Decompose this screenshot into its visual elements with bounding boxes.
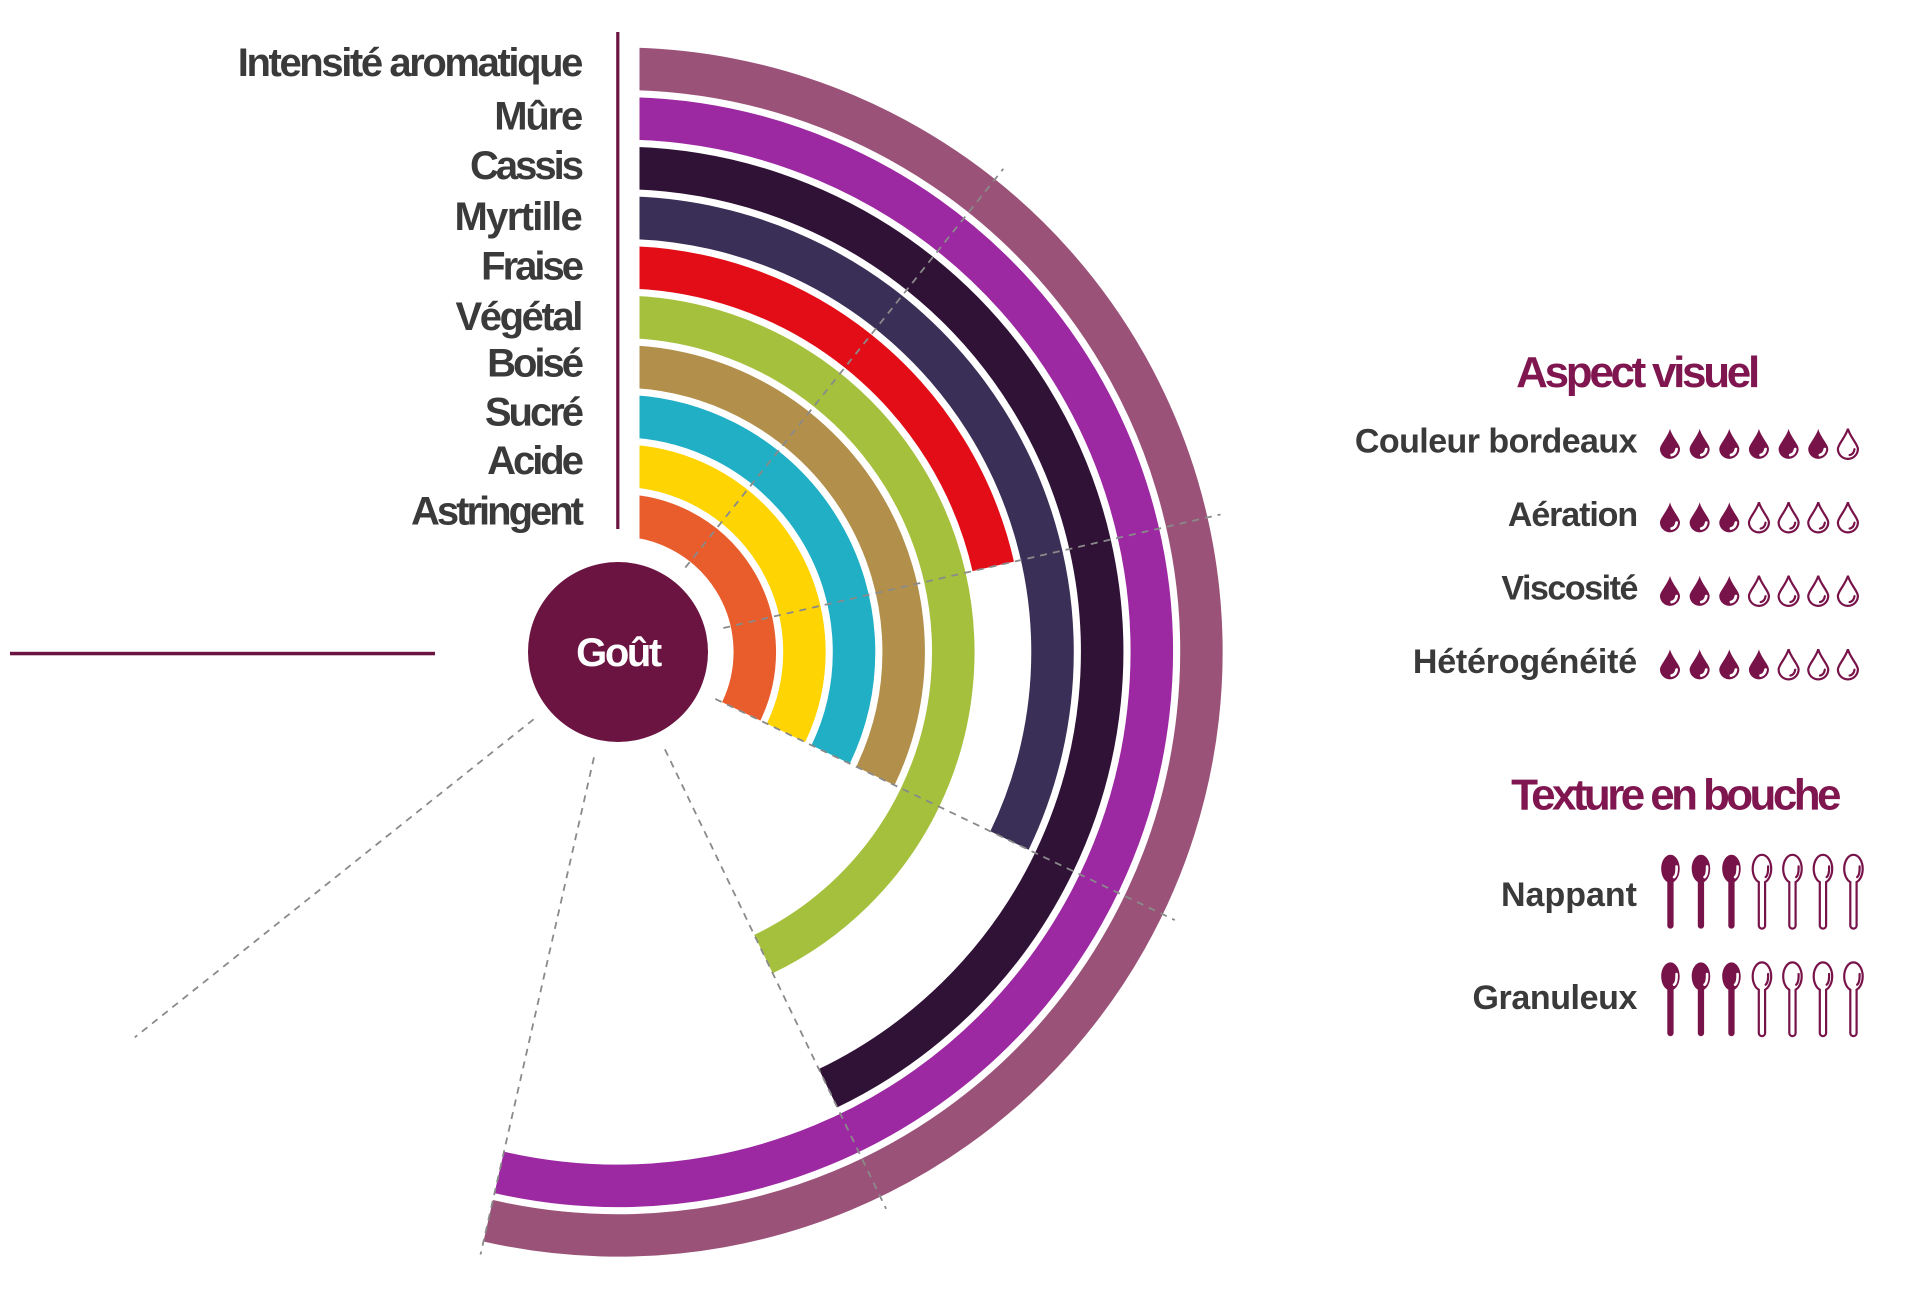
svg-text:Sucré: Sucré (485, 390, 583, 434)
svg-text:Mûre: Mûre (494, 95, 582, 139)
svg-text:Végétal: Végétal (456, 295, 582, 339)
svg-text:Acide: Acide (487, 439, 583, 483)
svg-text:Nappant: Nappant (1501, 876, 1637, 914)
svg-text:Texture en bouche: Texture en bouche (1511, 770, 1840, 819)
svg-text:Granuleux: Granuleux (1472, 979, 1637, 1017)
svg-text:Intensité aromatique: Intensité aromatique (238, 41, 582, 85)
svg-text:Aspect visuel: Aspect visuel (1516, 348, 1758, 397)
svg-text:Boisé: Boisé (487, 342, 583, 386)
svg-text:Cassis: Cassis (470, 144, 583, 188)
svg-text:Aération: Aération (1508, 496, 1637, 534)
svg-text:Goût: Goût (576, 631, 662, 675)
svg-text:Astringent: Astringent (411, 490, 584, 534)
svg-text:Fraise: Fraise (481, 245, 583, 289)
svg-text:Myrtille: Myrtille (455, 195, 582, 239)
svg-text:Hétérogénéité: Hétérogénéité (1413, 643, 1637, 681)
svg-text:Couleur bordeaux: Couleur bordeaux (1355, 423, 1638, 461)
svg-text:Viscosité: Viscosité (1501, 570, 1637, 608)
